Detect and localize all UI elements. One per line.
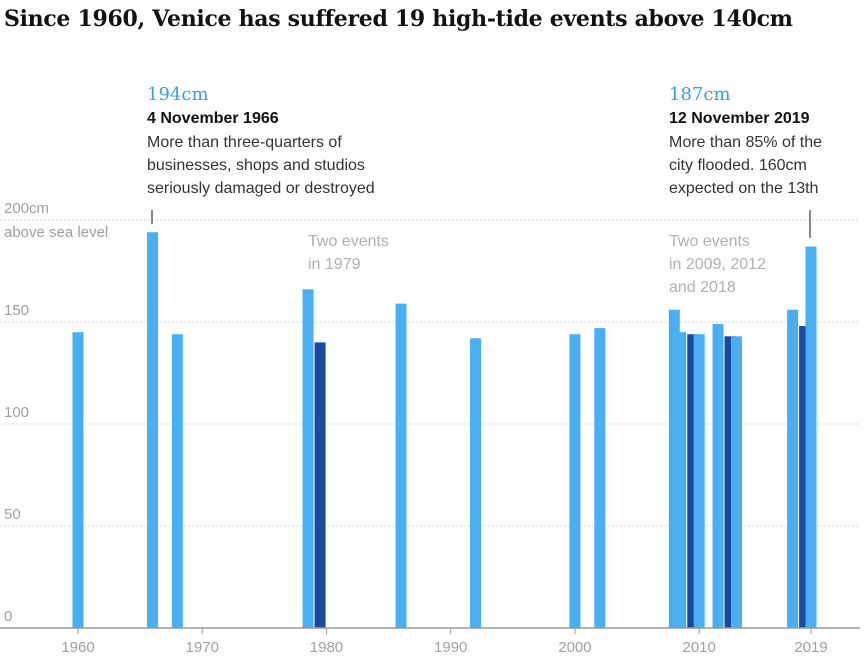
annotation-1966: 194cm 4 November 1966 More than three-qu… [147, 84, 375, 224]
bar-2009-second [687, 334, 699, 628]
bar-2012-second [724, 336, 736, 628]
annotation-2019: 187cm 12 November 2019 More than 85% of … [669, 84, 822, 238]
bar-1966 [147, 232, 159, 629]
bar-2012-first [712, 324, 724, 628]
annotation-2019-line-2: city flooded. 160cm [669, 157, 807, 174]
note-1979: Two events in 1979 [308, 233, 389, 273]
bar-2013 [730, 336, 742, 628]
x-tick-2019: 2019 [794, 639, 827, 656]
annotation-2019-date: 12 November 2019 [669, 110, 810, 127]
note-2009-line-1: Two events [669, 233, 750, 250]
annotation-2019-line-3: expected on the 13th [669, 180, 818, 197]
bar-1968 [171, 334, 183, 628]
bar-1960 [72, 332, 84, 628]
bar-1992 [470, 338, 482, 628]
bar-2010 [693, 334, 705, 628]
bar-2018-second [799, 326, 811, 628]
annotation-1966-line-3: seriously damaged or destroyed [147, 180, 375, 197]
x-tick-1960: 1960 [61, 639, 94, 656]
bar-1979-first [302, 289, 314, 628]
bar-2018-first [787, 309, 799, 628]
x-tick-2000: 2000 [558, 639, 591, 656]
note-1979-line-2: in 1979 [308, 256, 361, 273]
y-tick-0: 0 [4, 608, 12, 625]
note-2009-line-3: and 2018 [669, 279, 736, 296]
y-axis-unit-label: above sea level [4, 224, 108, 241]
annotation-2019-value: 187cm [669, 84, 731, 105]
annotation-2019-line-1: More than 85% of the [669, 134, 822, 151]
annotation-1966-value: 194cm [147, 84, 209, 105]
note-2009-line-2: in 2009, 2012 [669, 256, 766, 273]
y-tick-labels: 200cm 150 100 50 0 [4, 200, 49, 625]
annotation-1966-date: 4 November 1966 [147, 110, 279, 127]
y-tick-100: 100 [4, 404, 29, 421]
y-tick-200: 200cm [4, 200, 49, 217]
x-tick-1970: 1970 [186, 639, 219, 656]
y-tick-50: 50 [4, 506, 21, 523]
x-tick-2010: 2010 [682, 639, 715, 656]
note-2009-2012-2018: Two events in 2009, 2012 and 2018 [669, 233, 766, 296]
chart-title: Since 1960, Venice has suffered 19 high-… [4, 6, 793, 32]
bar-2009-first [675, 332, 687, 628]
annotation-1966-line-2: businesses, shops and studios [147, 157, 365, 174]
bar-2019 [805, 246, 817, 628]
bar-1979-second [314, 342, 326, 628]
bar-1986 [395, 303, 407, 628]
bar-2002 [594, 328, 606, 628]
bar-2000 [569, 334, 581, 628]
x-tick-labels: 1960 1970 1980 1990 2000 2010 2019 [61, 628, 828, 656]
annotation-1966-line-1: More than three-quarters of [147, 134, 342, 151]
y-tick-150: 150 [4, 302, 29, 319]
bars [72, 232, 817, 629]
note-1979-line-1: Two events [308, 233, 389, 250]
x-tick-1990: 1990 [434, 639, 467, 656]
bar-2008 [668, 309, 680, 628]
x-tick-1980: 1980 [310, 639, 343, 656]
